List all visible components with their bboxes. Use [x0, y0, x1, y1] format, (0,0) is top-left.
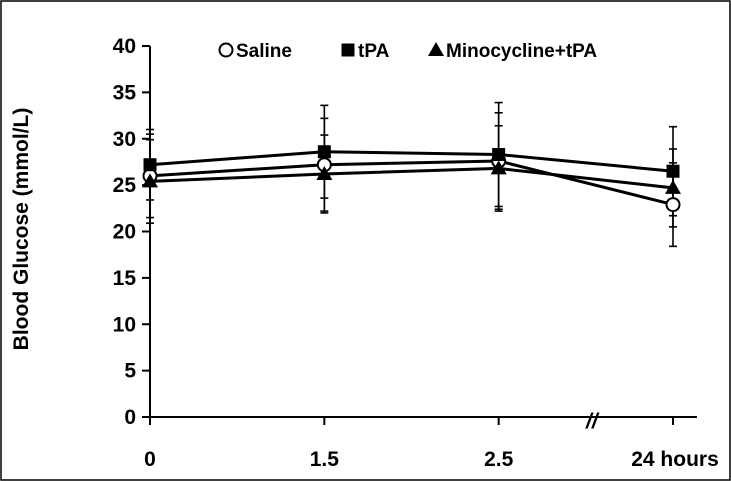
data-point [143, 158, 157, 172]
axis-break-marker: // [585, 410, 600, 433]
y-tick-label: 25 [113, 174, 137, 197]
legend-item: Minocycline+tPA [428, 41, 597, 62]
y-tick-label: 0 [124, 406, 136, 429]
legend-label: tPA [358, 41, 390, 62]
data-point [317, 145, 331, 159]
y-tick-label: 5 [124, 360, 136, 383]
data-point [142, 173, 158, 188]
data-point [666, 164, 680, 178]
x-tick-label: 0 [144, 448, 156, 471]
x-tick-label: 1.5 [310, 448, 340, 471]
data-point [490, 160, 507, 175]
legend-marker [341, 43, 355, 57]
y-tick-label: 40 [113, 35, 136, 58]
y-axis-ticks: 0 5 10 15 20 25 30 35 40 [113, 35, 150, 429]
series-line [149, 166, 674, 190]
series-line [149, 150, 674, 173]
x-axis-ticks: 0 1.5 2.5 24 hours [144, 417, 719, 471]
legend-item: Saline [218, 41, 292, 62]
legend-item: tPA [341, 41, 390, 62]
y-tick-label: 35 [113, 81, 137, 104]
legend-label: Minocycline+tPA [446, 41, 597, 62]
y-tick-label: 10 [113, 313, 136, 336]
series-minocycline-tpa [142, 160, 681, 194]
legend-marker [218, 42, 234, 58]
series-tpa [143, 145, 680, 178]
data-point [492, 148, 506, 162]
y-tick-label: 15 [113, 267, 137, 290]
y-axis-label: Blood Glucose (mmol/L) [10, 108, 33, 351]
series-layer [142, 101, 681, 248]
legend: Saline tPA Minocycline+tPA [218, 41, 597, 62]
x-tick-label: 2.5 [484, 448, 514, 471]
data-point [665, 179, 681, 194]
y-tick-label: 20 [113, 221, 136, 244]
data-point [665, 197, 681, 213]
x-tick-label: 24 hours [631, 448, 719, 471]
legend-marker [428, 42, 444, 56]
series-line [149, 159, 674, 207]
data-point [316, 165, 333, 180]
y-tick-label: 30 [113, 128, 136, 151]
legend-label: Saline [236, 41, 292, 62]
